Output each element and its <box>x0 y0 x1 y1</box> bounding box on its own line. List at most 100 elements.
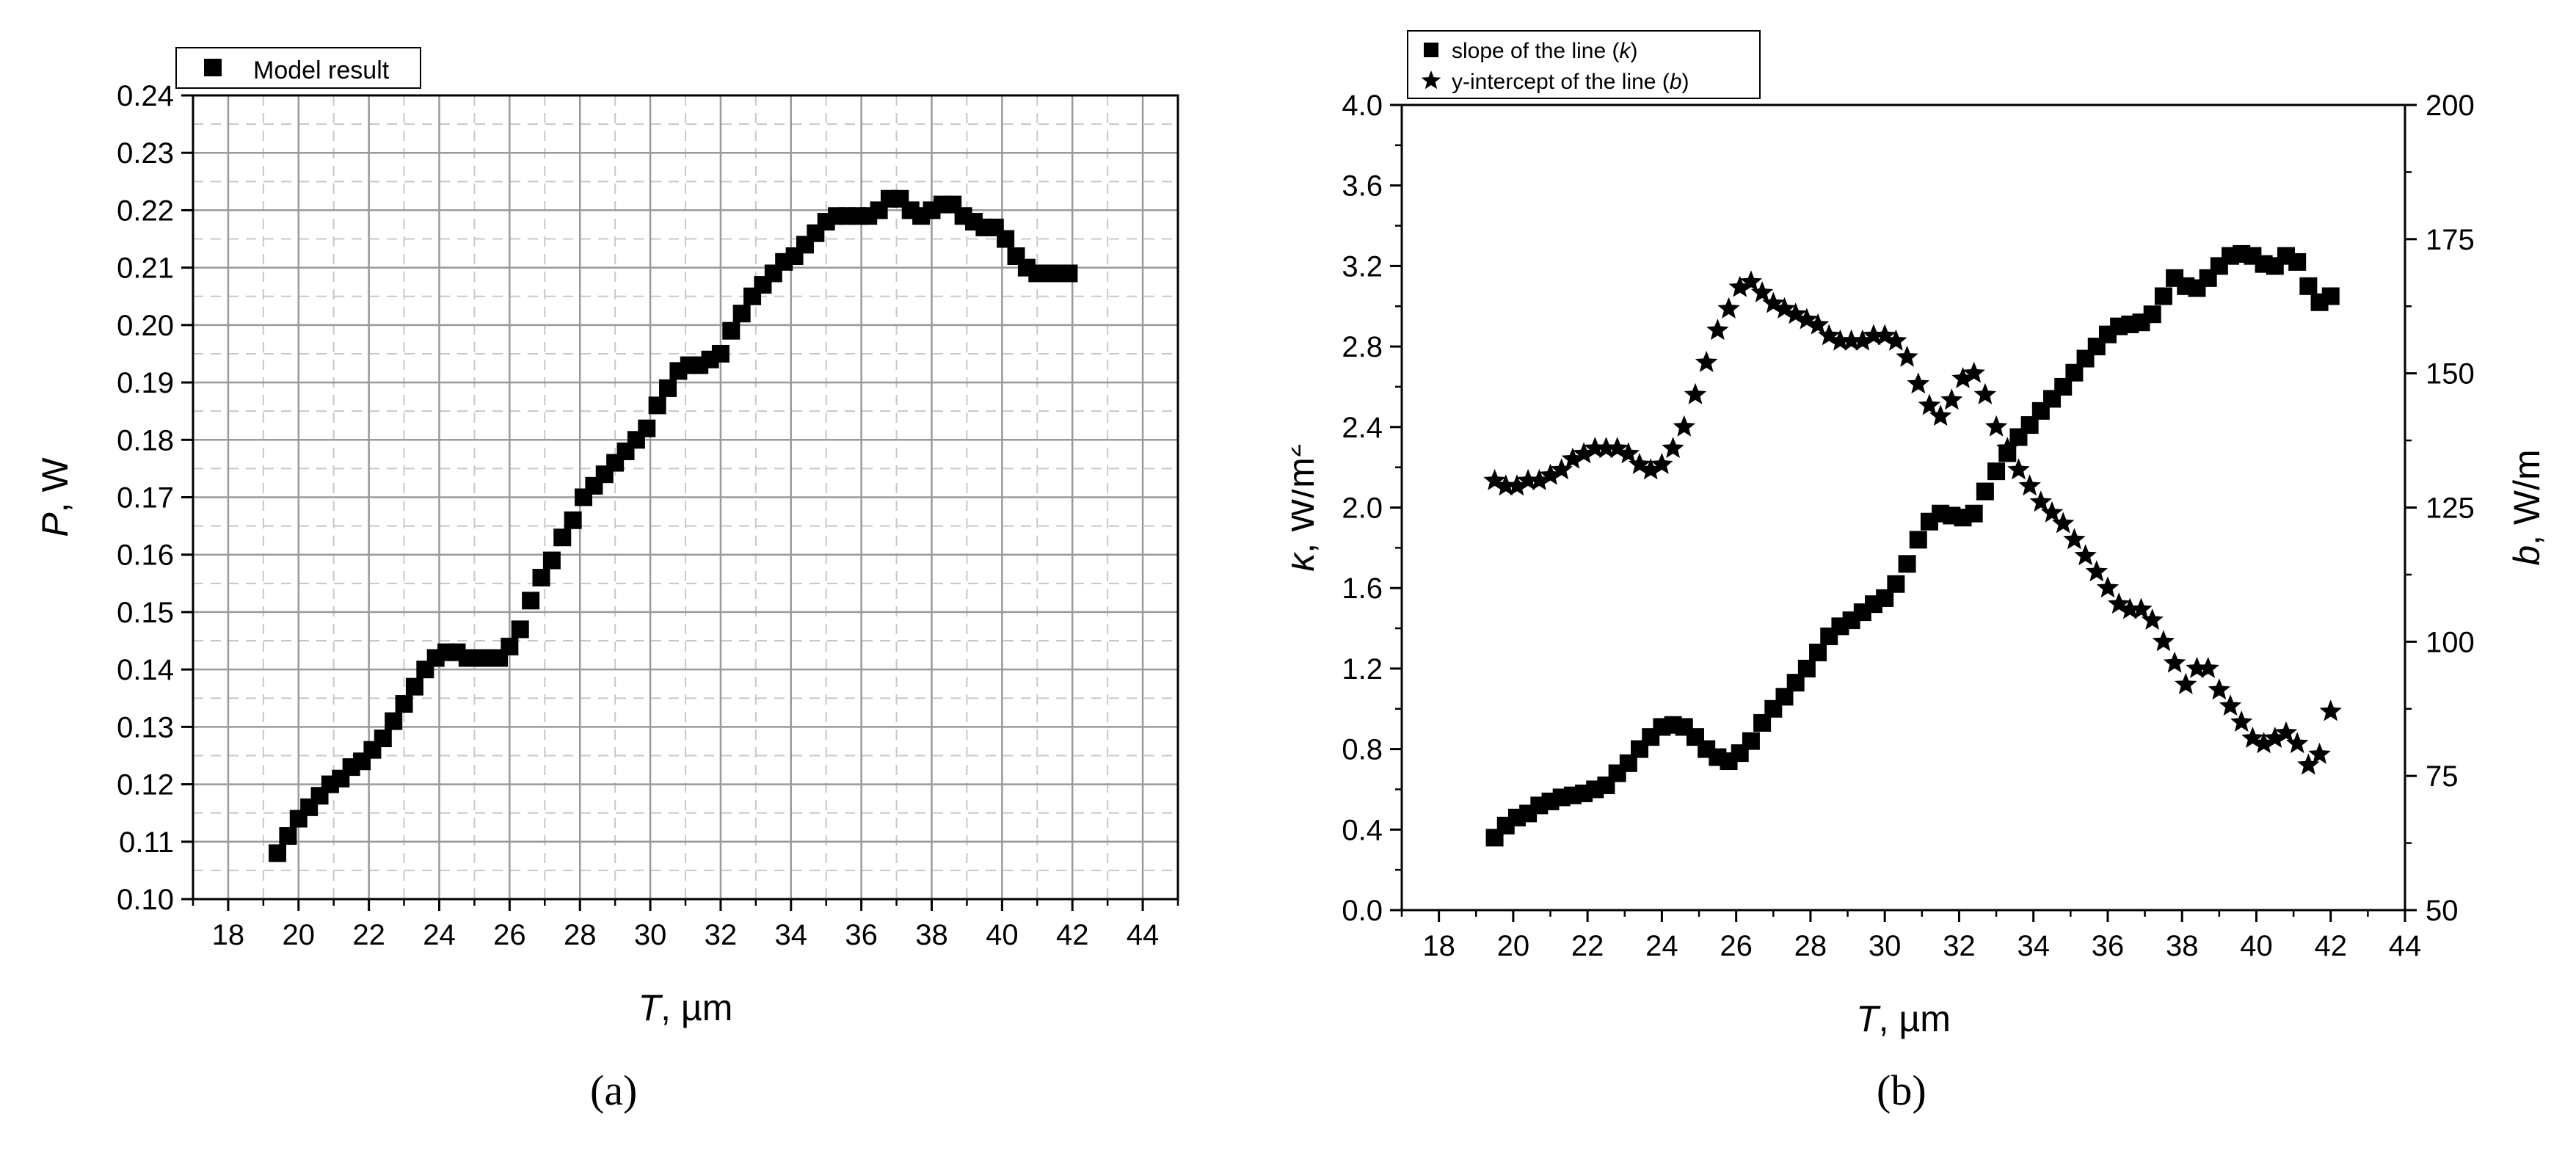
data-point <box>997 230 1015 248</box>
data-point-b <box>1640 458 1662 480</box>
data-point-b <box>2029 490 2052 512</box>
x-tick-label: 42 <box>1056 919 1089 951</box>
x-tick-label: 38 <box>2166 930 2199 962</box>
data-point-b <box>2197 656 2219 678</box>
data-point-b <box>1907 372 1929 394</box>
data-point <box>1060 264 1078 283</box>
x-tick-label: 34 <box>775 919 808 951</box>
chart-a: 18 20 22 24 26 28 30 32 34 36 38 40 42 44 0.10 0.11 0.12… <box>34 47 1179 1028</box>
data-point-b <box>2074 544 2097 566</box>
y-tick-label: 0.11 <box>119 826 174 859</box>
data-point-b <box>2141 608 2164 630</box>
data-point-b <box>1840 329 1863 351</box>
data-point <box>385 712 403 730</box>
data-point-b <box>2241 727 2264 748</box>
data-point-b <box>2274 721 2298 743</box>
y-right-tick-label: 75 <box>2426 760 2459 793</box>
data-point-b <box>2252 732 2275 754</box>
data-point-k <box>1909 531 1927 549</box>
data-point-b <box>1539 463 1562 485</box>
panel-label-b: (b) <box>1877 1066 1926 1114</box>
legend-marker-square <box>204 59 222 76</box>
y-right-tick-label: 175 <box>2426 224 2475 256</box>
y-right-tick-label: 125 <box>2426 492 2475 525</box>
data-point <box>648 396 666 415</box>
x-tick-label: 36 <box>2092 930 2125 962</box>
data-point-b <box>2119 597 2142 619</box>
data-point-b <box>2297 753 2320 775</box>
x-tick-label: 18 <box>212 919 245 951</box>
data-point <box>501 637 519 655</box>
legend-marker-square <box>1424 43 1438 57</box>
data-point-b <box>2107 592 2131 614</box>
data-point <box>511 620 529 639</box>
data-point-b <box>1973 382 1997 404</box>
data-point-k <box>1965 504 1983 523</box>
data-point-k <box>1809 643 1827 661</box>
data-point-b <box>2063 528 2086 550</box>
y-left-axis-label: k, W/m2 <box>1292 443 1322 571</box>
y-tick-label: 0.24 <box>117 80 174 112</box>
data-point-k <box>1797 659 1816 677</box>
data-point-k <box>2143 305 2161 324</box>
x-tick-label: 22 <box>352 919 385 951</box>
data-point-b <box>1684 382 1707 404</box>
y-tick-label: 0.15 <box>117 597 174 629</box>
data-point-b <box>2085 560 2108 582</box>
y-axis-label: P, W <box>34 457 76 537</box>
x-tick-label: 34 <box>2017 930 2050 962</box>
data-point <box>269 844 287 862</box>
x-tick-label: 38 <box>915 919 948 951</box>
data-point-b <box>2175 672 2197 694</box>
data-point-k <box>1898 555 1916 573</box>
data-point-b <box>2163 651 2186 673</box>
data-point <box>659 379 677 397</box>
y-tick-label: 0.14 <box>117 654 174 686</box>
y-left-tick-label: 1.6 <box>1342 572 1383 605</box>
data-point <box>711 344 729 363</box>
x-tick-label: 30 <box>634 919 667 951</box>
y-tick-label: 0.10 <box>117 884 174 916</box>
data-point-k <box>1887 575 1905 593</box>
data-point <box>279 826 297 845</box>
data-point-b <box>1795 308 1819 330</box>
x-tick-label: 36 <box>845 919 878 951</box>
y-left-tick-label: 2.8 <box>1342 331 1383 363</box>
data-point-b <box>1662 437 1684 458</box>
y-left-tick-label: 3.6 <box>1342 170 1383 203</box>
x-axis-label: T, µm <box>638 987 733 1028</box>
data-point-b <box>1818 324 1841 346</box>
x-tick-label: 30 <box>1869 930 1902 962</box>
x-tick-label: 20 <box>1497 930 1530 962</box>
data-point <box>405 677 423 696</box>
data-point-b <box>1862 324 1885 346</box>
data-point <box>553 528 572 547</box>
data-point <box>395 695 413 713</box>
data-point-b <box>1528 468 1551 490</box>
data-point-b <box>2230 710 2253 732</box>
data-point-b <box>1505 474 1529 496</box>
data-point-b <box>1984 415 2008 437</box>
data-point-b <box>1885 329 1907 351</box>
data-point-b <box>2286 732 2309 754</box>
x-tick-label: 44 <box>2389 930 2422 962</box>
data-point-b <box>1617 442 1640 464</box>
data-point-b <box>1929 404 1952 426</box>
y-left-tick-label: 0.0 <box>1342 895 1383 927</box>
data-point-b <box>1784 302 1807 324</box>
y-tick-label: 0.22 <box>117 195 174 227</box>
x-tick-label: 24 <box>1645 930 1678 962</box>
data-point <box>532 569 550 586</box>
y-left-tick-label: 0.8 <box>1342 734 1383 766</box>
data-point <box>542 551 561 570</box>
data-point-b <box>1896 345 1918 367</box>
data-point-k <box>1987 462 2006 481</box>
x-tick-label: 24 <box>423 919 456 951</box>
x-tick-label: 32 <box>705 919 738 951</box>
x-tick-label: 18 <box>1422 930 1455 962</box>
data-point-b <box>1717 297 1740 319</box>
y-tick-label: 0.20 <box>117 310 174 342</box>
data-point-b <box>2018 474 2041 496</box>
y-right-axis-label: b, W/m <box>2506 449 2547 565</box>
